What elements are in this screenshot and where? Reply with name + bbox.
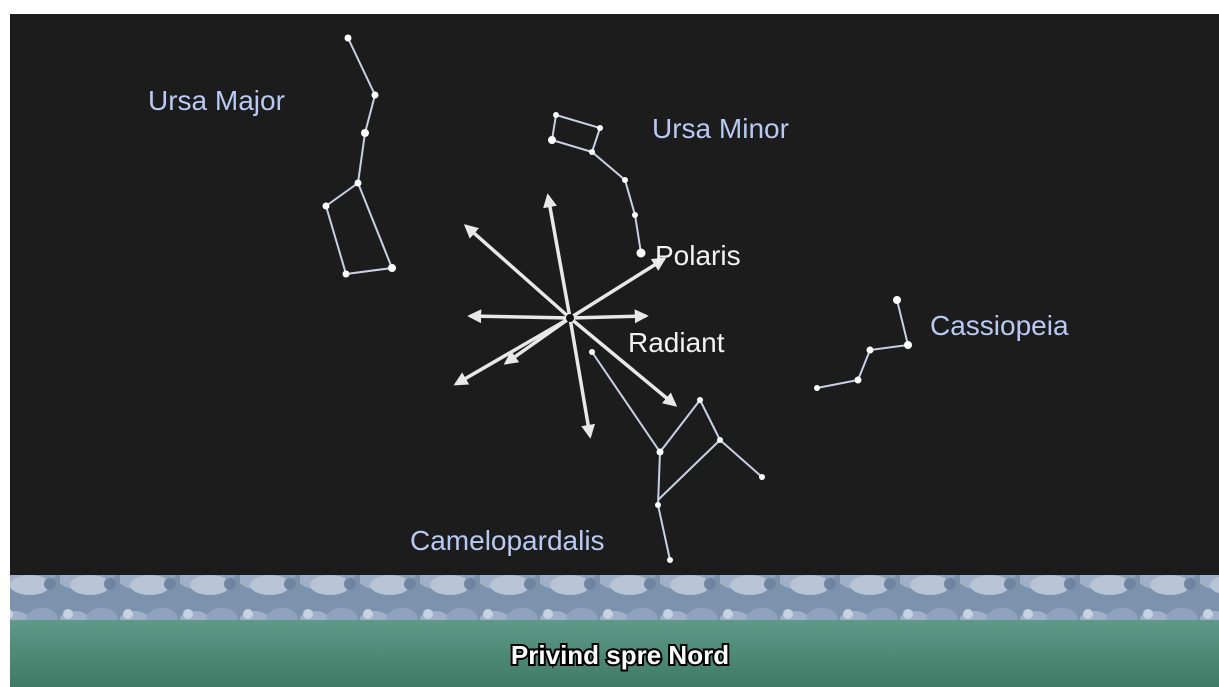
label-polaris: Polaris — [655, 240, 741, 271]
sky-map: Ursa Major Ursa Minor Polaris Radiant Ca… — [0, 0, 1219, 687]
label-ursa-major: Ursa Major — [148, 85, 285, 116]
label-radiant: Radiant — [628, 327, 725, 358]
label-ursa-minor: Ursa Minor — [652, 113, 789, 144]
caption: Privind spre Nord — [511, 640, 729, 670]
label-camelopardalis: Camelopardalis — [410, 525, 605, 556]
tree-line-texture — [10, 575, 1219, 625]
label-cassiopeia: Cassiopeia — [930, 310, 1069, 341]
